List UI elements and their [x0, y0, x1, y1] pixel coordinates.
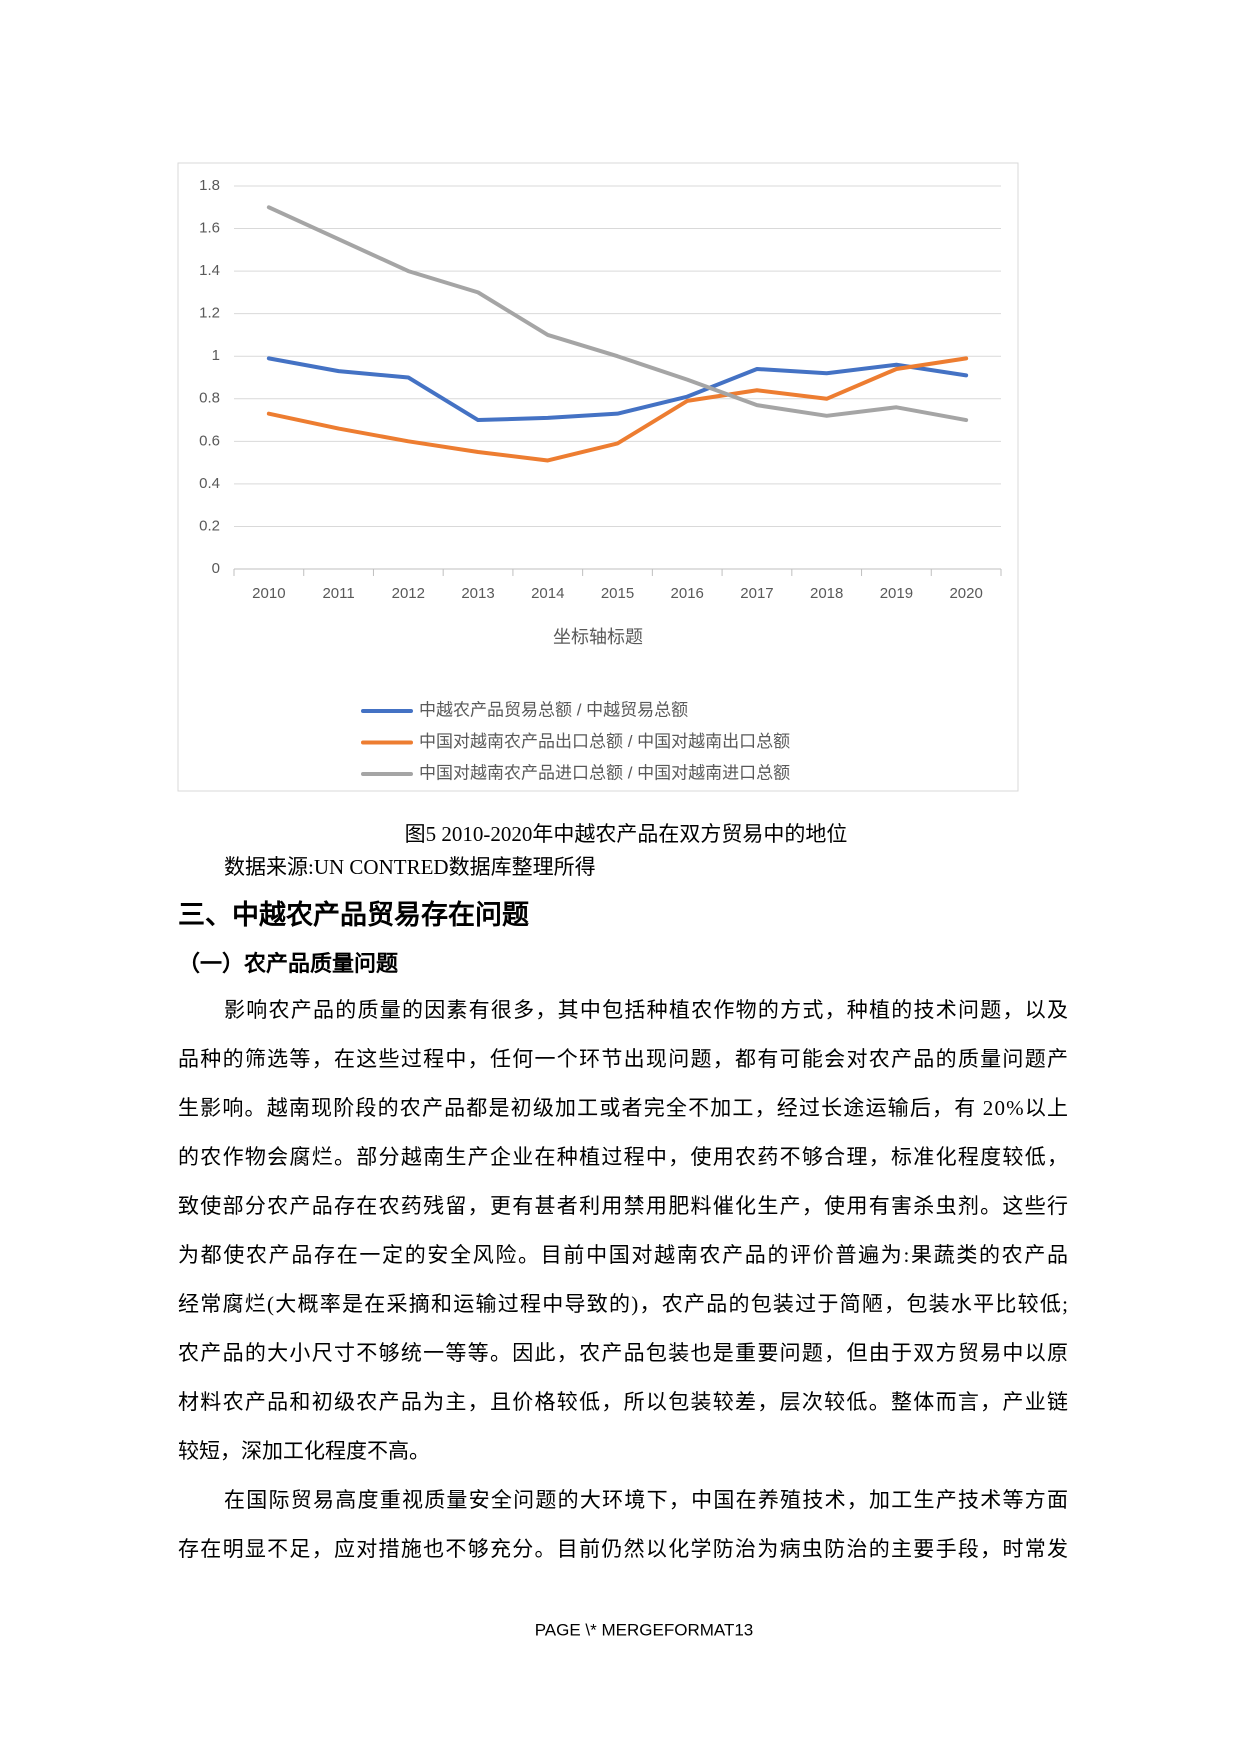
- y-tick-label: 1.6: [199, 220, 220, 237]
- source: 数据来源:UN CONTRED数据库整理所得: [224, 855, 596, 879]
- x-tick-label: 2016: [671, 585, 704, 602]
- x-tick-label: 2012: [392, 585, 425, 602]
- caption: 图5 2010-2020年中越农产品在双方贸易中的地位: [405, 822, 848, 846]
- paragraph-line: 生影响。越南现阶段的农产品都是初级加工或者完全不加工，经过长途运输后，有 20%…: [178, 1096, 1068, 1120]
- y-tick-label: 1.2: [199, 305, 220, 322]
- y-tick-label: 0.4: [199, 475, 220, 492]
- x-tick-label: 2013: [461, 585, 494, 602]
- footer: PAGE \* MERGEFORMAT13: [535, 1620, 754, 1639]
- paragraph-line: 的农作物会腐烂。部分越南生产企业在种植过程中，使用农药不够合理，标准化程度较低，: [178, 1145, 1068, 1169]
- x-tick-label: 2017: [740, 585, 773, 602]
- y-tick-label: 1.8: [199, 177, 220, 194]
- y-tick-label: 0: [212, 560, 220, 577]
- paragraph-line: 致使部分农产品存在农药残留，更有甚者利用禁用肥料催化生产，使用有害杀虫剂。这些行: [178, 1194, 1068, 1218]
- x-tick-label: 2018: [810, 585, 843, 602]
- y-tick-label: 0.8: [199, 390, 220, 407]
- x-tick-label: 2014: [531, 585, 564, 602]
- series-line: [266, 205, 969, 423]
- y-tick-label: 1.4: [199, 262, 220, 279]
- x-tick-label: 2011: [322, 585, 354, 602]
- x-axis-title: 坐标轴标题: [553, 627, 643, 647]
- x-tick-label: 2019: [880, 585, 913, 602]
- paragraph-line: 农产品的大小尺寸不够统一等等。因此，农产品包装也是重要问题，但由于双方贸易中以原: [178, 1341, 1068, 1365]
- paragraph-line: 较短，深加工化程度不高。: [178, 1439, 430, 1463]
- paragraph-line: 品种的筛选等，在这些过程中，任何一个环节出现问题，都有可能会对农产品的质量问题产: [178, 1047, 1068, 1071]
- chart-border: [177, 162, 1019, 792]
- x-tick-label: 2010: [252, 585, 285, 602]
- paragraph-line: 经常腐烂(大概率是在采摘和运输过程中导致的)，农产品的包装过于简陋，包装水平比较…: [178, 1292, 1068, 1316]
- paragraph-line: 材料农产品和初级农产品为主，且价格较低，所以包装较差，层次较低。整体而言，产业链: [178, 1390, 1068, 1414]
- series-line: [266, 356, 969, 423]
- paragraph-line: 存在明显不足，应对措施也不够充分。目前仍然以化学防治为病虫防治的主要手段，时常发: [178, 1537, 1068, 1561]
- legend-label: 中国对越南农产品出口总额 / 中国对越南出口总额: [419, 732, 790, 751]
- y-tick-label: 1: [212, 347, 220, 364]
- heading: 三、中越农产品贸易存在问题: [178, 900, 529, 930]
- subheading: （一）农产品质量问题: [178, 951, 399, 976]
- legend-label: 中国对越南农产品进口总额 / 中国对越南进口总额: [419, 763, 790, 782]
- paragraph-line: 在国际贸易高度重视质量安全问题的大环境下，中国在养殖技术，加工生产技术等方面: [224, 1488, 1068, 1512]
- paragraph-line: 影响农产品的质量的因素有很多，其中包括种植农作物的方式，种植的技术问题，以及: [224, 998, 1068, 1022]
- y-tick-label: 0.2: [199, 517, 220, 534]
- legend-label: 中越农产品贸易总额 / 中越贸易总额: [419, 700, 688, 719]
- x-tick-label: 2015: [601, 585, 634, 602]
- y-tick-label: 0.6: [199, 432, 220, 449]
- series-line: [266, 356, 969, 463]
- paragraph-line: 为都使农产品存在一定的安全风险。目前中国对越南农产品的评价普遍为:果蔬类的农产品: [178, 1243, 1068, 1267]
- x-tick-label: 2020: [949, 585, 982, 602]
